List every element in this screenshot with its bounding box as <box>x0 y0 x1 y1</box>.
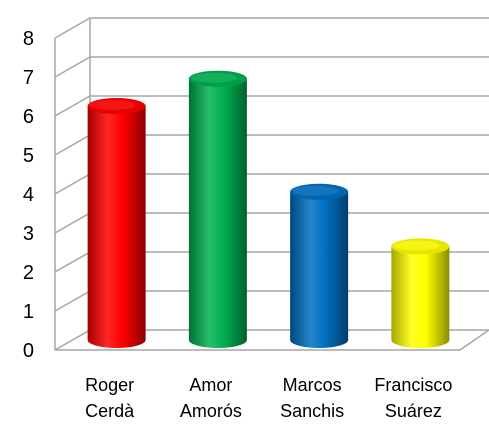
bar-body <box>391 246 450 348</box>
bar-body <box>188 78 247 348</box>
bar-0 <box>87 98 146 348</box>
bar-top-highlight <box>190 72 237 83</box>
y-tick-label: 5 <box>23 145 34 167</box>
bar-1 <box>188 70 247 348</box>
bar-top-highlight <box>393 240 440 251</box>
y-tick-label: 6 <box>23 106 34 128</box>
floor-side-edge <box>459 329 489 351</box>
x-tick-label: Francisco <box>374 375 452 395</box>
y-tick-label: 4 <box>23 184 34 206</box>
gridline <box>54 17 489 39</box>
y-tick-label: 2 <box>23 262 34 284</box>
x-tick-label: Cerdà <box>85 401 135 421</box>
bars <box>87 70 450 348</box>
bar-3 <box>391 238 450 348</box>
x-axis-labels: Roger Cerdà Amor Amorós Marcos Sanchis Francis… <box>85 375 452 421</box>
bar-top-highlight <box>89 100 136 110</box>
y-tick-label: 3 <box>23 223 34 245</box>
x-tick-label: Sanchis <box>280 401 344 421</box>
y-tick-label: 8 <box>23 28 34 50</box>
bar-2 <box>290 183 349 348</box>
bar-top-highlight <box>292 185 339 196</box>
bar-body <box>290 191 349 348</box>
gridline <box>54 56 489 78</box>
y-tick-label: 7 <box>23 67 34 89</box>
bar-body <box>87 106 146 348</box>
x-tick-label: Amor <box>189 375 232 395</box>
y-tick-label: 0 <box>23 340 34 362</box>
x-tick-label: Suárez <box>385 401 442 421</box>
y-tick-label: 1 <box>23 301 34 323</box>
x-tick-label: Roger <box>85 375 134 395</box>
x-tick-label: Amorós <box>180 401 242 421</box>
x-tick-label: Marcos <box>283 375 342 395</box>
y-axis-ticks: 0 1 2 3 4 5 6 7 8 <box>23 28 34 362</box>
